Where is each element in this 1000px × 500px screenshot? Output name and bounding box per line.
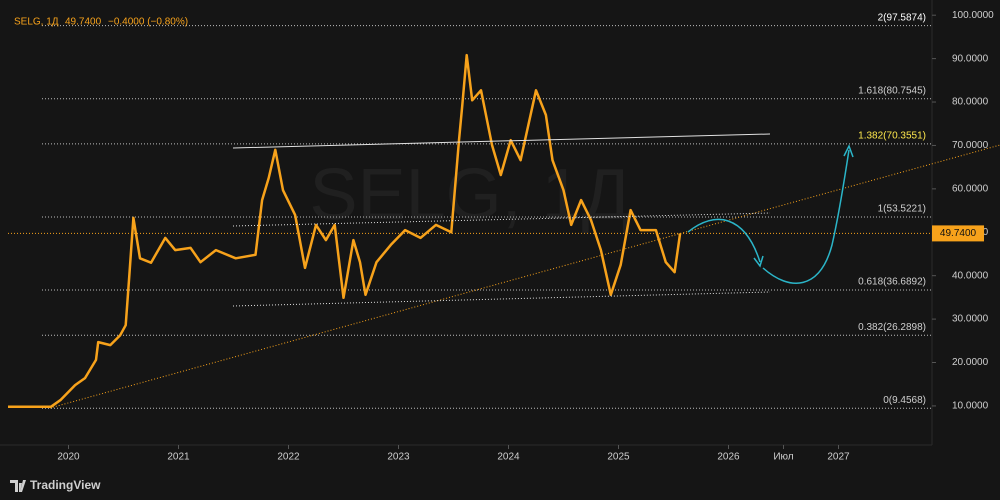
x-tick-label: 2020 [57,452,80,463]
channel-line [232,133,771,149]
level-label: 1.618(80.7545) [858,85,926,96]
y-tick-label: 70.0000 [952,140,989,151]
x-tick-label: 2024 [497,452,520,463]
channel-line [232,291,771,307]
y-tick-label: 80.0000 [952,97,989,108]
price-line-series [8,53,682,409]
legend-symbol: SELG, 1Д [14,17,59,28]
price-label: 49.7400 [940,228,977,239]
x-tick-label: Июл [773,452,793,463]
forecast-arrow [762,149,850,284]
logo-icon [10,480,26,492]
level-label: 0(9.4568) [883,395,926,406]
watermark: SELG, 1Д [310,155,631,235]
y-tick-label: 20.0000 [952,357,989,368]
x-tick-label: 2027 [827,452,850,463]
footer [0,470,1000,500]
x-tick-label: 2021 [167,452,190,463]
legend-price: 49.7400 [65,17,102,28]
y-tick-label: 60.0000 [952,183,989,194]
legend-change: −0.4000 (−0.80%) [108,17,188,28]
level-label: 2(97.5874) [878,12,926,23]
arrow-head [843,144,854,158]
plot [8,25,932,409]
forecast-arrow [687,218,761,263]
level-label: 1(53.5221) [878,204,926,215]
x-tick-label: 2023 [387,452,410,463]
y-tick-label: 100.0000 [952,10,994,21]
level-label: 0.382(26.2898) [858,322,926,333]
channel-line [232,212,771,227]
arrow-head [753,255,764,268]
y-tick-label: 40.0000 [952,270,989,281]
x-tick-label: 2025 [607,452,630,463]
x-tick-label: 2022 [277,452,300,463]
level-label: 1.382(70.3551) [858,131,926,142]
y-tick-label: 10.0000 [952,401,989,412]
level-label: 0.618(36.6892) [858,277,926,288]
x-tick-label: 2026 [717,452,740,463]
price-badge [932,225,984,242]
branding: TradingView [30,478,101,492]
trend-line [49,144,1000,409]
y-tick-label: 30.0000 [952,314,989,325]
y-tick-label: 90.0000 [952,53,989,64]
